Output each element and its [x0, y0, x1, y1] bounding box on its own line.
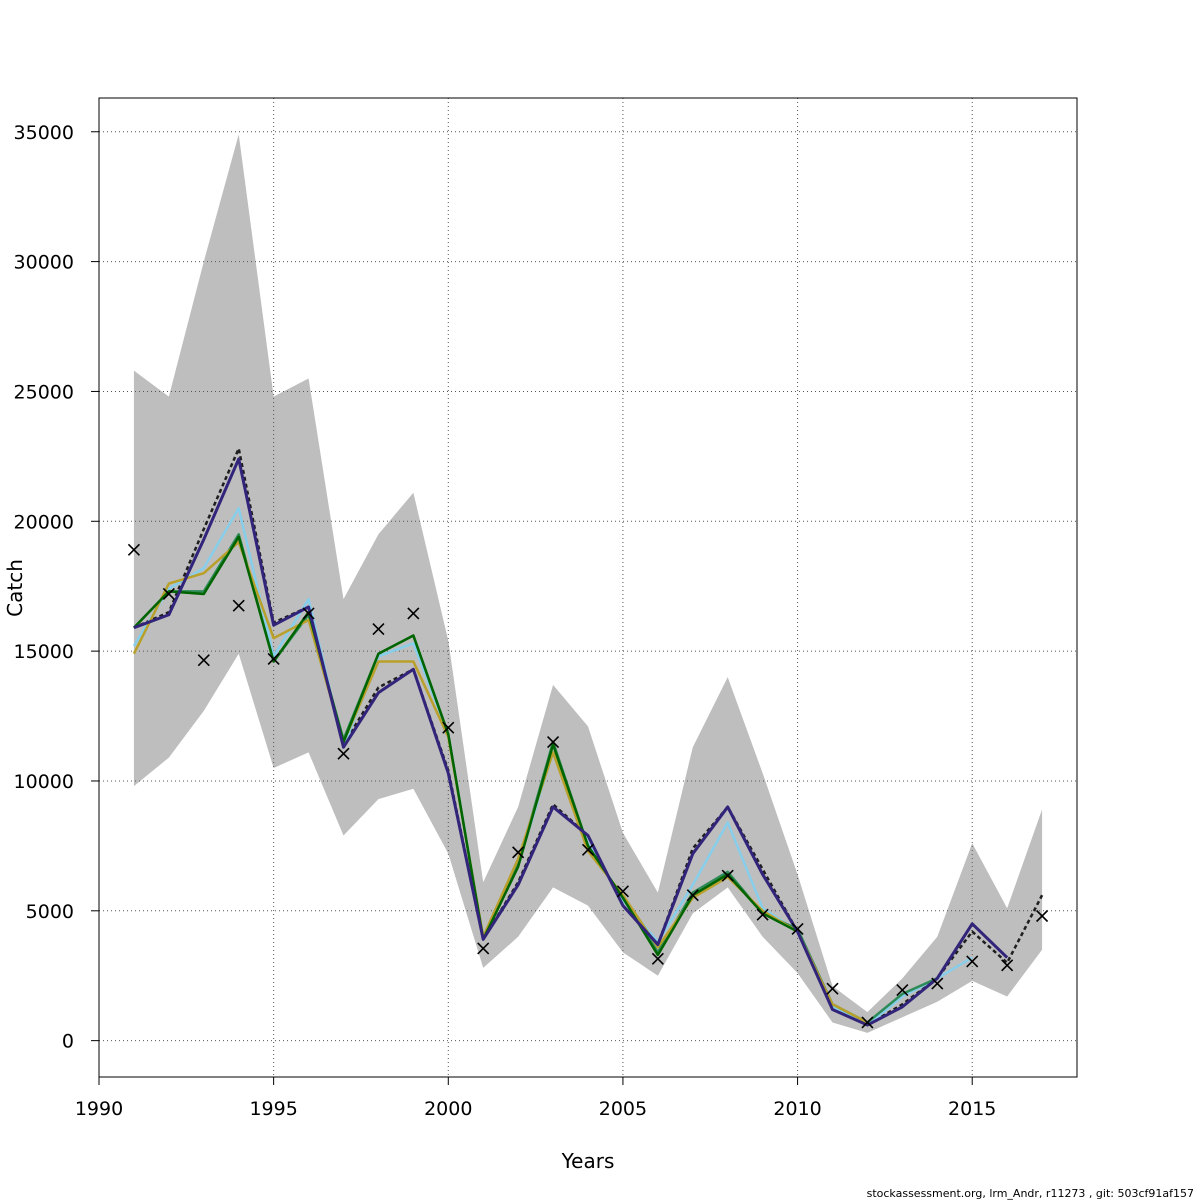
observed-point	[651, 952, 664, 965]
x-tick-label: 1995	[249, 1098, 297, 1120]
axis-layer: 1990 1995 2000 2005 2010 2015 0 5000 10000 15000 2…	[14, 122, 997, 1120]
y-axis-title: Catch	[3, 559, 27, 617]
observed-point	[861, 1016, 874, 1029]
observed-point	[337, 747, 350, 760]
observed-point	[791, 922, 804, 936]
observed-point	[1036, 909, 1049, 923]
y-tick-label: 25000	[14, 381, 74, 403]
grid-layer	[98, 98, 1077, 1077]
series-line-5	[133, 457, 1009, 1027]
observed-point	[302, 607, 315, 620]
observed-point	[826, 982, 839, 995]
observed-point	[581, 843, 595, 856]
observed-point	[267, 652, 280, 665]
x-tick-label: 2005	[599, 1098, 647, 1120]
y-tick-label: 10000	[14, 771, 74, 793]
observed-point	[547, 735, 560, 749]
observed-point	[616, 885, 629, 898]
observed-point	[512, 846, 525, 859]
observed-points-layer	[127, 543, 1049, 1029]
y-tick-label: 35000	[14, 122, 74, 144]
observed-point	[686, 889, 699, 902]
observed-point	[127, 543, 140, 556]
observed-point	[966, 955, 979, 968]
observed-point	[477, 942, 490, 955]
observed-point	[1001, 959, 1014, 972]
observed-point	[407, 607, 420, 620]
y-tick-label: 30000	[14, 252, 74, 274]
x-tick-label: 1990	[75, 1098, 123, 1120]
y-tick-label: 15000	[14, 641, 74, 663]
observed-point	[756, 908, 769, 921]
observed-point	[162, 587, 175, 601]
confidence-band	[133, 134, 1043, 1033]
y-tick-label: 5000	[26, 901, 74, 923]
series-line-4	[133, 535, 799, 957]
x-tick-label: 2000	[424, 1098, 472, 1120]
observed-point	[931, 977, 944, 990]
footer-credit: stockassessment.org, lrm_Andr, r11273 , …	[867, 1187, 1194, 1200]
y-tick-label: 20000	[14, 511, 74, 533]
confidence-band-layer	[133, 134, 1043, 1033]
x-tick-label: 2010	[773, 1098, 821, 1120]
x-tick-label: 2015	[948, 1098, 996, 1120]
observed-point	[372, 622, 385, 636]
observed-point	[721, 869, 734, 882]
y-tick-label: 0	[62, 1031, 74, 1053]
observed-point	[232, 599, 245, 612]
observed-point	[197, 654, 210, 667]
observed-point	[442, 721, 455, 734]
series-layer	[132, 447, 1044, 1027]
x-axis-title: Years	[561, 1149, 615, 1173]
observed-point	[896, 983, 909, 997]
